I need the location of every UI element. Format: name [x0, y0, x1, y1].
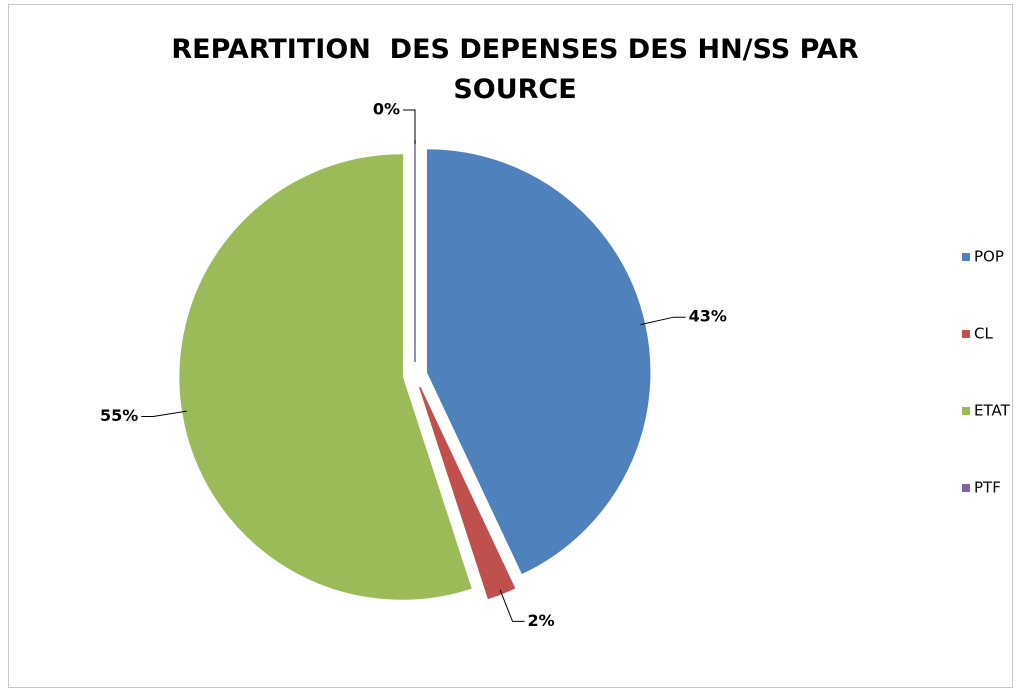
data-label: 2% [528, 611, 555, 630]
legend-label: CL [974, 325, 993, 343]
chart-title: REPARTITION DES DEPENSES DES HN/SS PAR S… [171, 34, 869, 105]
chart-frame [8, 4, 1013, 688]
data-label: 43% [689, 307, 727, 326]
legend-swatch [962, 253, 970, 261]
legend-swatch [962, 330, 970, 338]
legend-label: ETAT [974, 402, 1011, 420]
legend-swatch [962, 407, 970, 415]
leader-line [640, 316, 686, 326]
leader-line [499, 589, 525, 622]
legend-label: POP [974, 248, 1004, 266]
legend-swatch [962, 484, 970, 492]
leader-line [141, 410, 187, 417]
data-label: 0% [373, 100, 400, 119]
legend-label: PTF [974, 479, 1001, 497]
leader-line [403, 109, 416, 144]
data-label: 55% [100, 406, 138, 425]
